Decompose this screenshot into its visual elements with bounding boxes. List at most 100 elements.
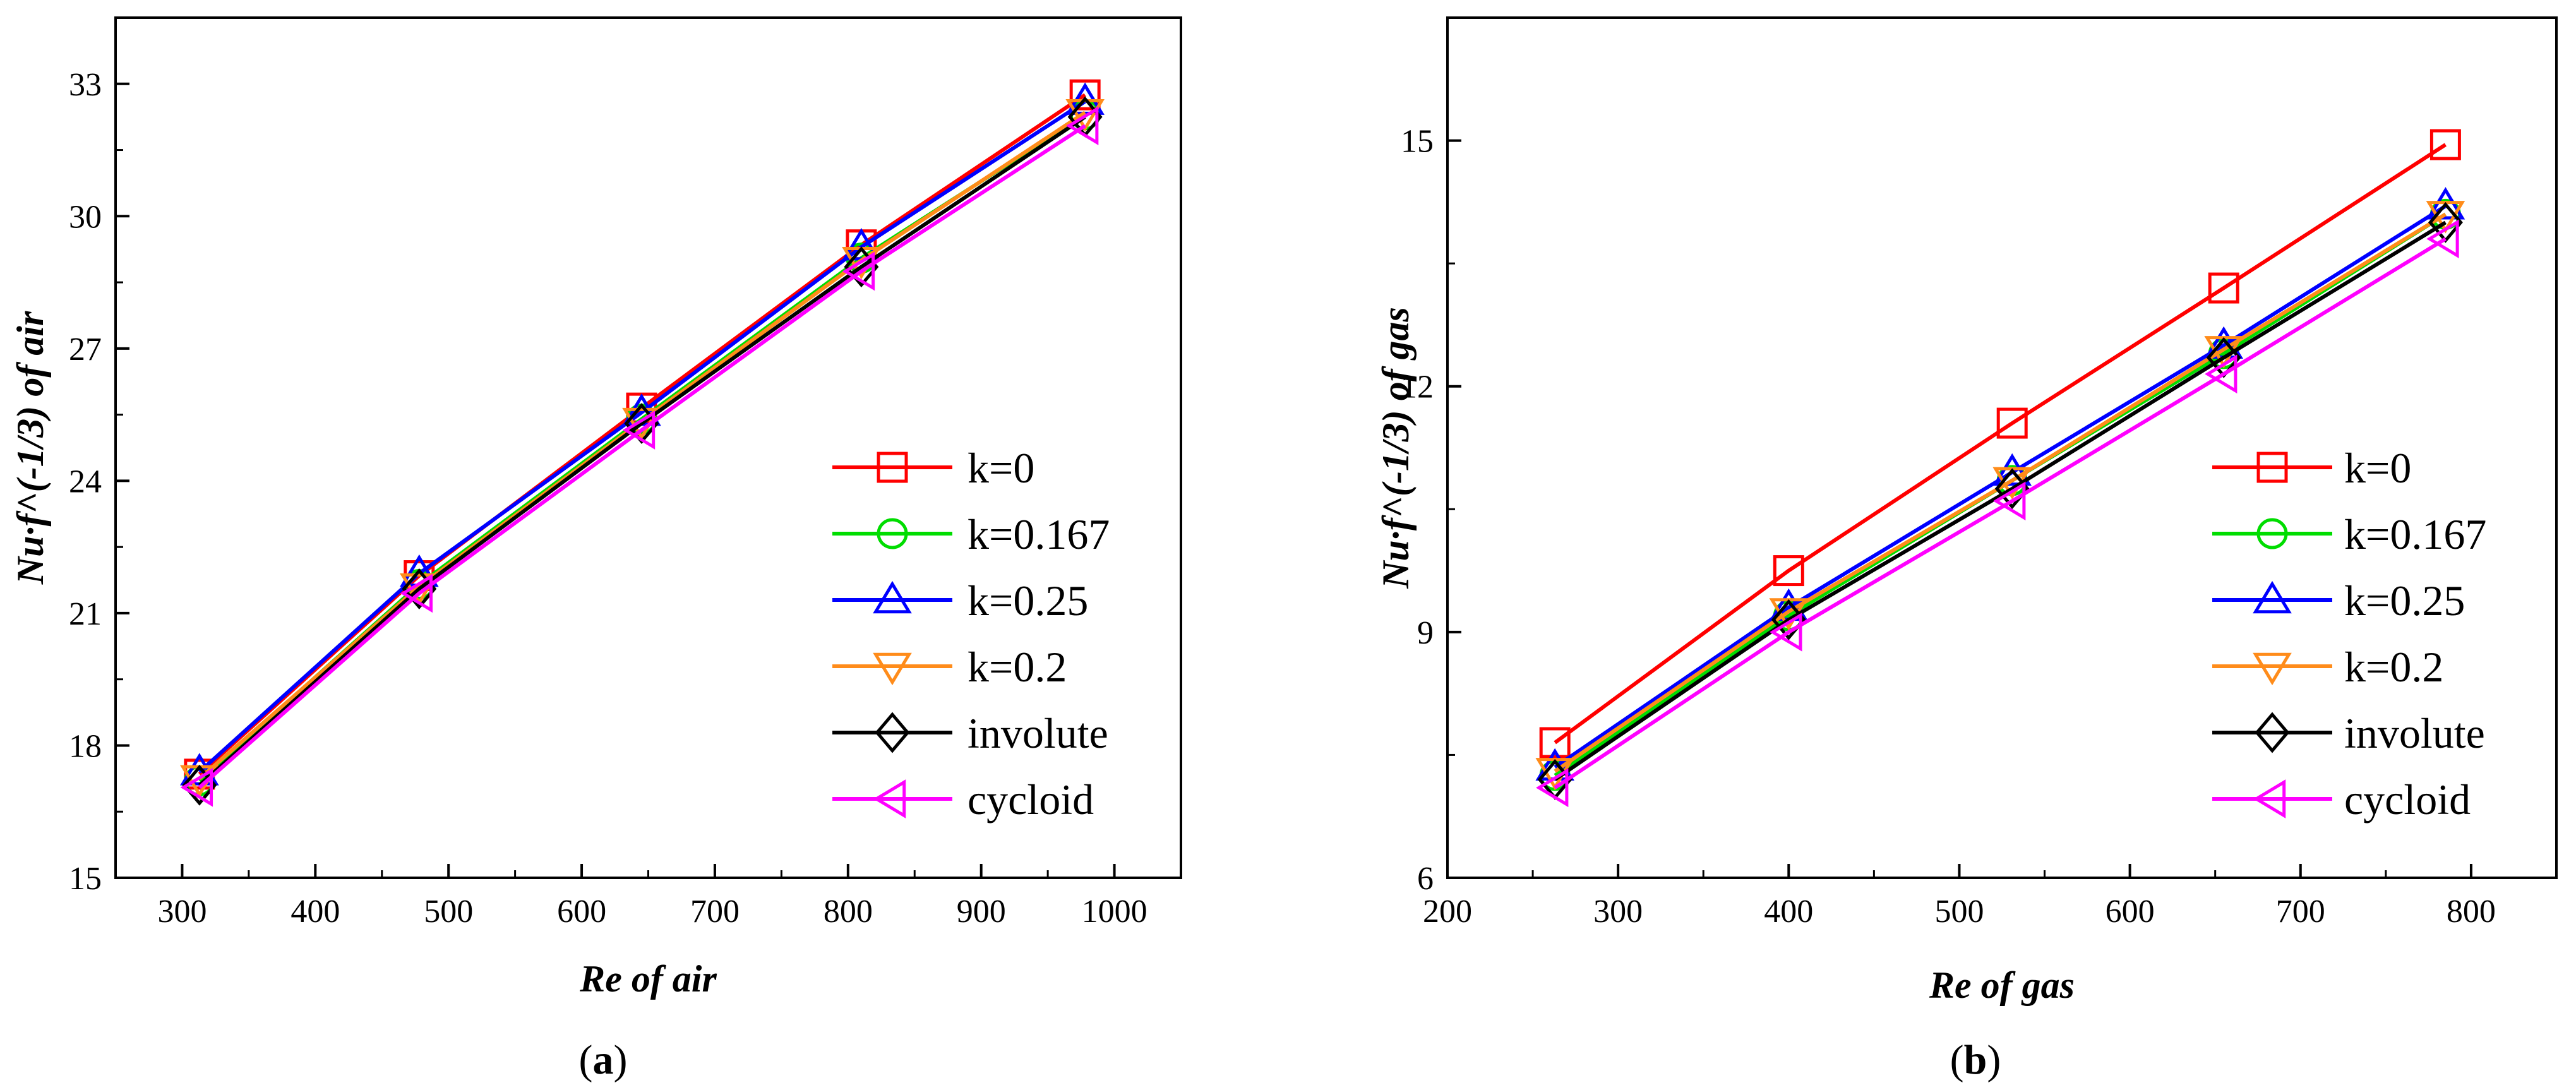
x-tick-label: 700 bbox=[2276, 894, 2325, 930]
caption-open-paren: ( bbox=[1950, 1037, 1964, 1083]
legend-label: cycloid bbox=[967, 776, 1094, 823]
series-k=0 bbox=[1539, 129, 2461, 758]
data-point bbox=[1996, 407, 2028, 439]
x-axis-label: Re of gas bbox=[1929, 964, 2075, 1006]
y-tick-label: 15 bbox=[69, 861, 102, 897]
plot-frame bbox=[1446, 16, 2558, 879]
legend-item: k=0.25 bbox=[832, 577, 1088, 625]
data-point bbox=[180, 767, 213, 807]
data-point bbox=[1539, 727, 1571, 758]
legend-item: k=0.167 bbox=[832, 510, 1110, 558]
legend-item: k=0.2 bbox=[832, 643, 1067, 691]
legend-label: k=0.167 bbox=[967, 510, 1110, 558]
legend-marker bbox=[875, 712, 910, 753]
x-tick-label: 700 bbox=[690, 894, 740, 930]
series-line bbox=[1554, 143, 2447, 745]
data-point bbox=[624, 403, 659, 445]
x-tick-label: 600 bbox=[2106, 894, 2155, 930]
x-tick-label: 200 bbox=[1423, 894, 1472, 930]
series-line bbox=[198, 113, 1086, 782]
data-point bbox=[842, 251, 875, 291]
data-point bbox=[2208, 272, 2239, 304]
y-axis-label: Nu·f^(-1/3) of air bbox=[9, 311, 51, 585]
y-tick-label: 27 bbox=[69, 332, 102, 368]
y-tick-label: 21 bbox=[69, 596, 102, 632]
chart-panel-a: 300 400 500 600 700 800 900 1000 15 18 21 24 27 30 33 R… bbox=[9, 16, 1182, 1083]
series-line bbox=[198, 100, 1086, 774]
y-tick-label: 9 bbox=[1417, 615, 1434, 651]
legend-item: cycloid bbox=[2212, 776, 2471, 823]
data-point bbox=[1773, 555, 1804, 587]
data-point bbox=[1993, 481, 2026, 521]
legend-marker bbox=[873, 652, 912, 686]
data-point bbox=[1536, 768, 1569, 808]
data-point bbox=[1771, 599, 1806, 640]
data-point bbox=[400, 573, 433, 613]
chart-panel-b: 200 300 400 500 600 700 800 6 9 12 15 Re of gas Nu·f… bbox=[1375, 16, 2558, 1083]
legend-marker bbox=[2253, 779, 2286, 818]
y-tick-label: 18 bbox=[69, 728, 102, 764]
series-line bbox=[198, 124, 1086, 789]
legend-marker bbox=[877, 518, 908, 549]
legend-item: k=0.2 bbox=[2212, 643, 2443, 691]
series-line bbox=[1554, 220, 2447, 781]
series-line bbox=[198, 115, 1086, 787]
legend-marker bbox=[877, 452, 908, 483]
caption-letter: a bbox=[593, 1037, 614, 1083]
series-line bbox=[1554, 237, 2447, 789]
legend-label: k=0.167 bbox=[2344, 510, 2486, 558]
legend-label: k=0.2 bbox=[967, 643, 1067, 691]
y-tick-label: 15 bbox=[1401, 124, 1434, 160]
data-point bbox=[844, 246, 879, 288]
legend: k=0 k=0.167 k=0.25 k=0.2 involute cycloid bbox=[2212, 444, 2486, 823]
y-tick-label: 24 bbox=[69, 464, 102, 500]
legend-marker bbox=[2253, 580, 2292, 614]
panel-caption: (a) bbox=[579, 1037, 628, 1083]
data-point bbox=[1069, 79, 1101, 111]
x-tick-label: 800 bbox=[2447, 894, 2496, 930]
data-point bbox=[1066, 106, 1099, 145]
x-tick-label: 600 bbox=[557, 894, 606, 930]
y-tick-label: 30 bbox=[69, 199, 102, 235]
data-point bbox=[2429, 129, 2461, 160]
x-tick-label: 500 bbox=[1934, 894, 1984, 930]
x-tick-label: 800 bbox=[824, 894, 873, 930]
legend-item: k=0 bbox=[2212, 444, 2411, 492]
legend-label: k=0 bbox=[967, 444, 1034, 492]
legend-marker bbox=[873, 580, 912, 614]
y-tick-label: 6 bbox=[1417, 861, 1434, 897]
caption-open-paren: ( bbox=[579, 1037, 593, 1083]
legend-item: k=0 bbox=[832, 444, 1034, 492]
x-tick-label: 400 bbox=[291, 894, 340, 930]
data-point bbox=[2426, 219, 2459, 259]
x-tick-label: 500 bbox=[424, 894, 473, 930]
legend-label: involute bbox=[967, 709, 1108, 757]
series-cycloid bbox=[180, 106, 1099, 807]
legend-label: k=0 bbox=[2344, 444, 2411, 492]
series-involute bbox=[182, 96, 1103, 806]
legend-label: k=0.25 bbox=[967, 577, 1088, 625]
x-axis-label: Re of air bbox=[579, 958, 717, 1000]
data-point bbox=[402, 568, 437, 609]
data-point bbox=[622, 410, 656, 450]
data-point bbox=[1770, 613, 1802, 652]
x-tick-label: 400 bbox=[1764, 894, 1813, 930]
y-axis-label: Nu·f^(-1/3) of gas bbox=[1375, 307, 1417, 589]
x-tick-label: 300 bbox=[157, 894, 207, 930]
data-point bbox=[2205, 354, 2238, 394]
legend-marker bbox=[2256, 452, 2288, 483]
legend: k=0 k=0.167 k=0.25 k=0.2 involute cycloid bbox=[832, 444, 1110, 823]
legend-label: k=0.2 bbox=[2344, 643, 2443, 691]
caption-letter: b bbox=[1964, 1037, 1987, 1083]
series-cycloid bbox=[1536, 219, 2459, 808]
legend-marker bbox=[2256, 518, 2288, 549]
caption-close-paren: ) bbox=[614, 1037, 628, 1083]
x-tick-label: 300 bbox=[1593, 894, 1643, 930]
data-point bbox=[1994, 468, 2030, 510]
legend-item: k=0.25 bbox=[2212, 577, 2465, 625]
panel-caption: (b) bbox=[1950, 1037, 2001, 1083]
legend-label: cycloid bbox=[2344, 776, 2471, 823]
caption-close-paren: ) bbox=[1987, 1037, 2001, 1083]
